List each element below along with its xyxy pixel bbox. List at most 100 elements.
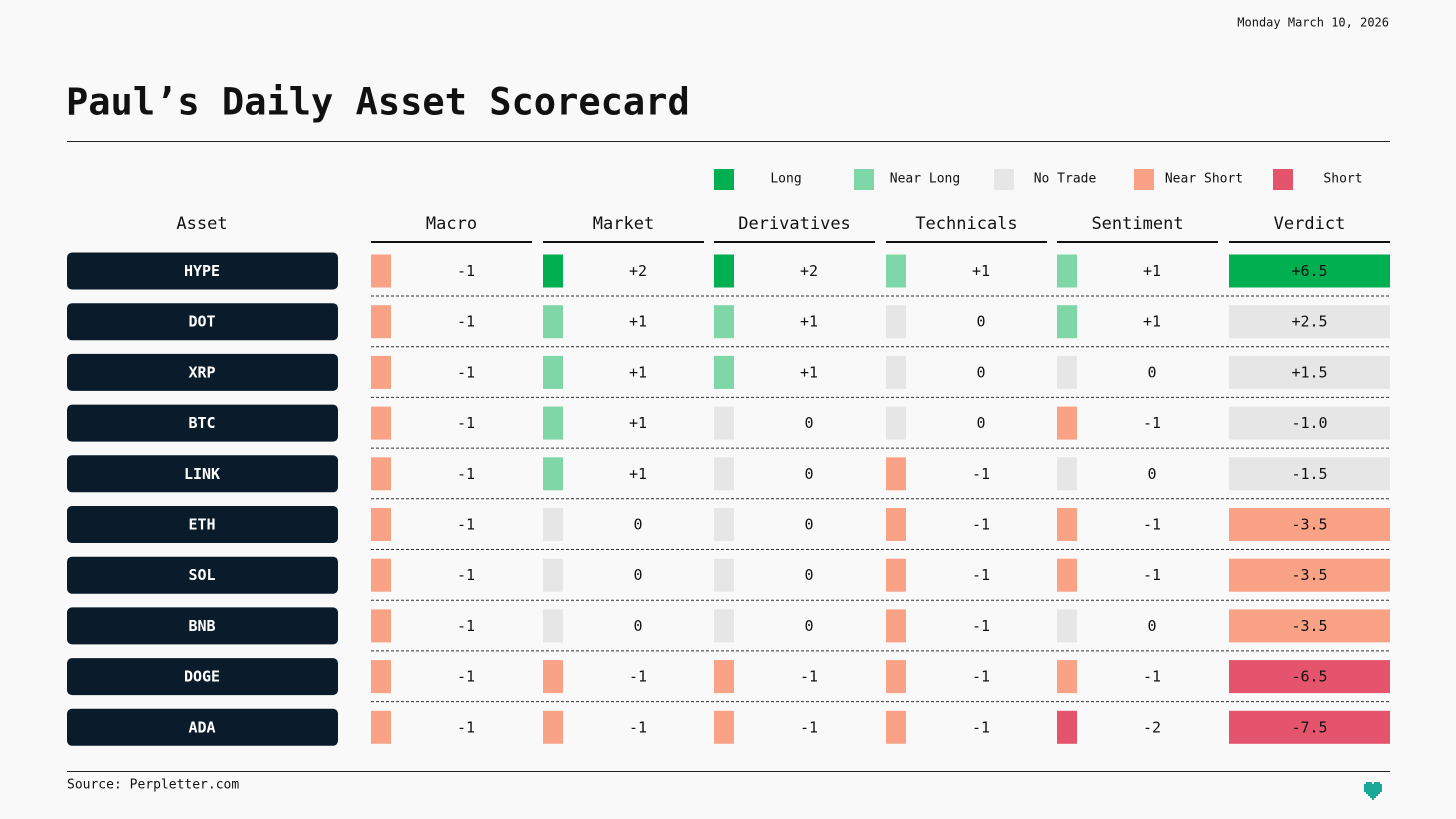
score-value: +1	[629, 465, 647, 483]
score-value: -1	[457, 363, 475, 381]
legend-label: Long	[770, 172, 801, 187]
score-swatch	[371, 558, 391, 592]
legend-label: Near Short	[1165, 172, 1243, 187]
score-value: -1	[629, 718, 647, 736]
verdict-cell	[1229, 508, 1390, 541]
column-header: Market	[593, 214, 654, 234]
score-swatch	[371, 457, 391, 491]
asset-name: DOT	[188, 313, 215, 331]
legend-swatch	[854, 169, 874, 190]
score-value: 0	[976, 414, 985, 432]
verdict-cell	[1229, 558, 1390, 592]
score-swatch	[1057, 355, 1077, 389]
verdict-cell	[1229, 710, 1390, 744]
score-swatch	[1057, 710, 1077, 744]
score-value: -1	[457, 617, 475, 635]
score-value: -1	[1143, 414, 1161, 432]
score-value: +2	[800, 262, 818, 280]
score-value: -1	[457, 313, 475, 331]
score-swatch	[1057, 558, 1077, 592]
score-swatch	[1057, 660, 1077, 694]
score-value: -1	[1143, 668, 1161, 686]
asset-name: HYPE	[184, 262, 220, 280]
score-value: -1	[457, 668, 475, 686]
score-swatch	[371, 305, 391, 339]
score-swatch	[371, 660, 391, 694]
score-swatch	[543, 508, 563, 541]
score-swatch	[714, 254, 734, 288]
score-swatch	[886, 710, 906, 744]
column-header: Macro	[426, 214, 477, 234]
verdict-value: -6.5	[1291, 668, 1327, 686]
verdict-cell	[1229, 609, 1390, 643]
asset-name: ADA	[188, 718, 215, 736]
score-value: +1	[629, 363, 647, 381]
verdict-value: -3.5	[1291, 516, 1327, 534]
asset-pill	[67, 556, 338, 594]
score-swatch	[886, 254, 906, 288]
verdict-value: -1.5	[1291, 465, 1327, 483]
heart-icon	[1364, 782, 1382, 800]
score-swatch	[371, 710, 391, 744]
score-swatch	[714, 609, 734, 643]
legend-swatch	[1273, 169, 1293, 190]
title: Paul’s Daily Asset Scorecard	[66, 81, 690, 124]
asset-name: BTC	[188, 414, 215, 432]
verdict-value: +1.5	[1291, 363, 1327, 381]
score-swatch	[371, 355, 391, 389]
score-value: 0	[633, 566, 642, 584]
verdict-value: -3.5	[1291, 566, 1327, 584]
column-header: Derivatives	[738, 214, 851, 234]
score-swatch	[886, 305, 906, 339]
score-value: 0	[804, 566, 813, 584]
verdict-cell	[1229, 355, 1390, 389]
asset-name: LINK	[184, 465, 220, 483]
score-value: -1	[629, 668, 647, 686]
score-value: -1	[457, 566, 475, 584]
verdict-value: -3.5	[1291, 617, 1327, 635]
score-swatch	[543, 355, 563, 389]
score-swatch	[714, 660, 734, 694]
score-swatch	[886, 457, 906, 491]
score-swatch	[714, 305, 734, 339]
score-swatch	[714, 457, 734, 491]
score-value: -1	[457, 516, 475, 534]
score-swatch	[543, 406, 563, 440]
legend-label: Short	[1323, 172, 1362, 187]
asset-name: ETH	[188, 516, 215, 534]
score-value: -2	[1143, 718, 1161, 736]
verdict-value: +2.5	[1291, 313, 1327, 331]
verdict-cell	[1229, 406, 1390, 440]
column-header: Verdict	[1274, 214, 1346, 234]
asset-pill	[67, 303, 338, 341]
score-value: -1	[457, 718, 475, 736]
score-swatch	[543, 558, 563, 592]
asset-pill	[67, 353, 338, 391]
score-swatch	[371, 406, 391, 440]
score-swatch	[714, 406, 734, 440]
asset-pill	[67, 506, 338, 543]
score-value: +1	[800, 313, 818, 331]
score-value: +1	[1143, 313, 1161, 331]
score-value: -1	[972, 617, 990, 635]
score-value: 0	[1147, 465, 1156, 483]
score-swatch	[886, 355, 906, 389]
legend-swatch	[714, 169, 734, 190]
score-value: 0	[633, 617, 642, 635]
score-value: 0	[1147, 617, 1156, 635]
score-value: +1	[972, 262, 990, 280]
score-swatch	[543, 457, 563, 491]
score-value: 0	[804, 516, 813, 534]
score-value: 0	[804, 465, 813, 483]
score-swatch	[371, 508, 391, 541]
score-swatch	[886, 660, 906, 694]
verdict-cell	[1229, 660, 1390, 694]
asset-pill	[67, 455, 338, 493]
score-value: -1	[972, 718, 990, 736]
score-swatch	[1057, 406, 1077, 440]
asset-name: XRP	[188, 363, 215, 381]
asset-pill	[67, 658, 338, 696]
legend-swatch	[994, 169, 1014, 190]
score-value: +1	[1143, 262, 1161, 280]
